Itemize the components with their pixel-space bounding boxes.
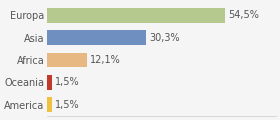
Text: 1,5%: 1,5% <box>55 100 80 110</box>
Bar <box>47 8 225 23</box>
Bar <box>47 97 52 112</box>
Bar <box>47 53 87 67</box>
Bar <box>47 30 146 45</box>
Text: 12,1%: 12,1% <box>90 55 121 65</box>
Text: 1,5%: 1,5% <box>55 77 80 87</box>
Bar <box>47 75 52 90</box>
Text: 30,3%: 30,3% <box>150 33 180 43</box>
Text: 54,5%: 54,5% <box>228 10 259 20</box>
